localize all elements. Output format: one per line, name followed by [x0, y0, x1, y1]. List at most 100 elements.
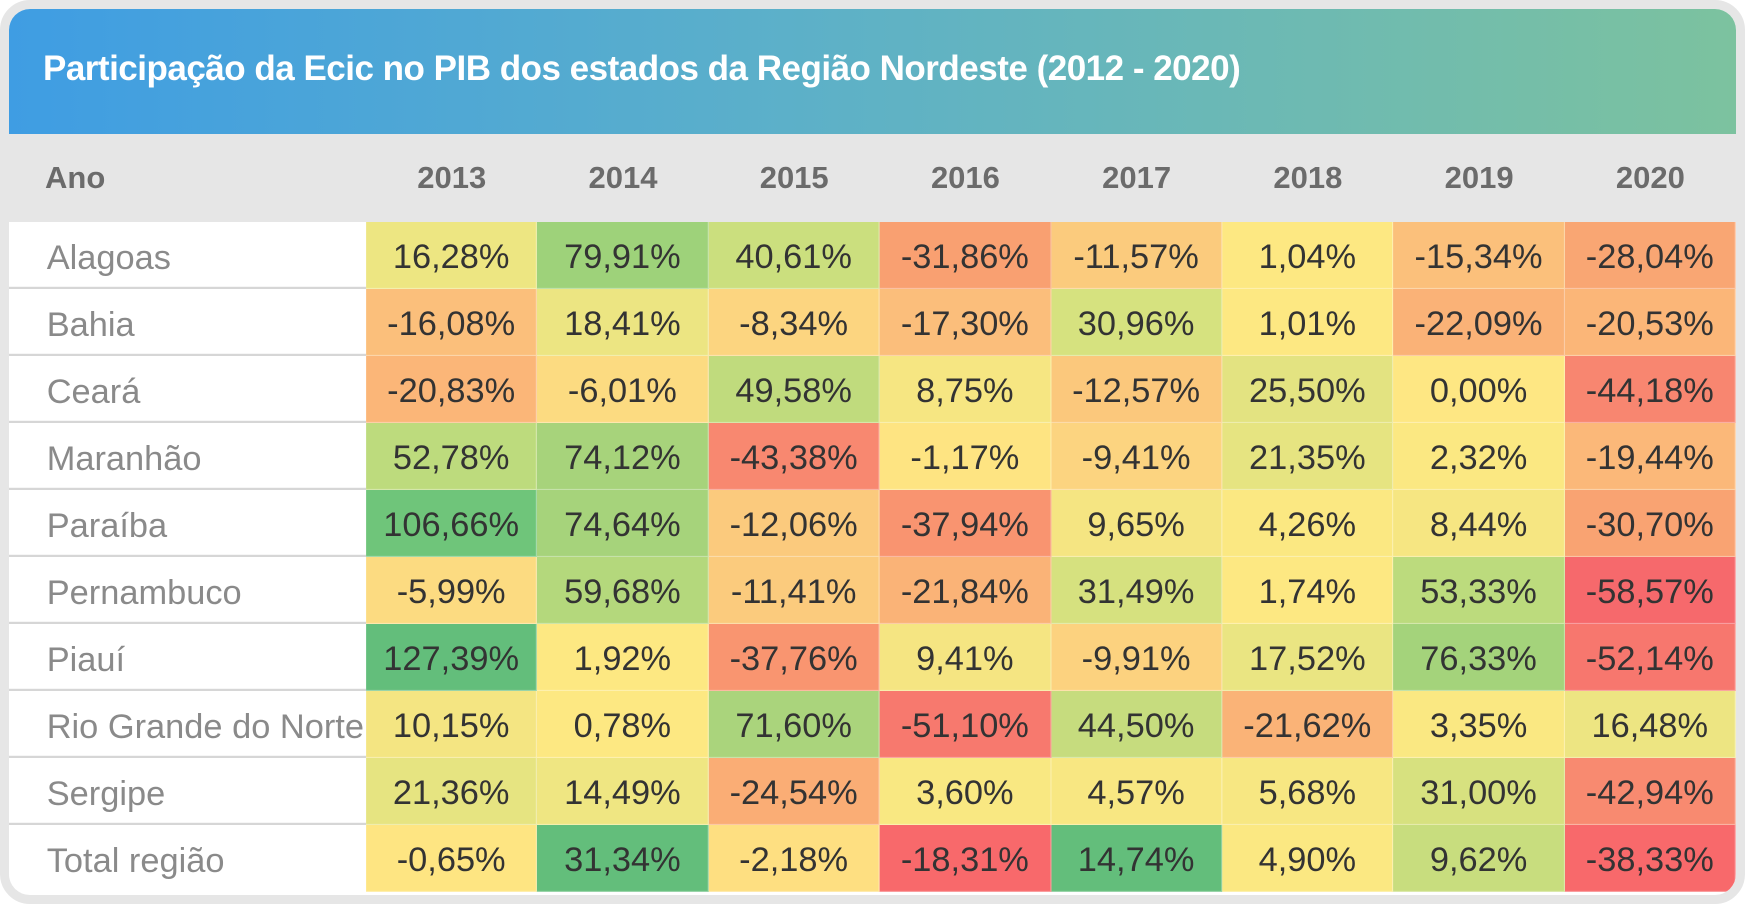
heatmap-cell: 30,96%	[1051, 289, 1223, 356]
heatmap-cell: -42,94%	[1564, 758, 1736, 825]
heatmap-cell: -12,57%	[1051, 356, 1223, 423]
heatmap-cell: 1,04%	[1222, 222, 1394, 289]
heatmap-cell: 4,90%	[1222, 825, 1394, 892]
heatmap-cell: -52,14%	[1564, 624, 1736, 691]
heatmap-cell: 40,61%	[708, 222, 880, 289]
row-label: Pernambuco	[9, 557, 367, 622]
row-divider	[9, 554, 367, 557]
heatmap-cell: -9,41%	[1051, 423, 1223, 490]
row-divider	[9, 755, 367, 758]
table-row: Alagoas 16,28% 79,91% 40,61% -31,86% -11,57% 1…	[9, 222, 1736, 289]
table-row: Sergipe 21,36% 14,49% -24,54% 3,60% 4,57% 5,68…	[9, 758, 1736, 825]
heatmap-cell: 3,35%	[1393, 691, 1565, 758]
heatmap-cell: -38,33%	[1564, 825, 1736, 892]
heatmap-cell: 59,68%	[537, 557, 709, 624]
heatmap-cell: 31,49%	[1051, 557, 1223, 624]
row-divider	[9, 286, 367, 289]
heatmap-cell: 14,49%	[537, 758, 709, 825]
heatmap-cell: -37,94%	[879, 490, 1052, 557]
heatmap-cell: -17,30%	[879, 289, 1052, 356]
header-label: Ano	[45, 160, 106, 195]
heatmap-cell: 3,60%	[879, 758, 1052, 825]
column-header-2014: 2014	[588, 160, 658, 195]
heatmap-cell: 9,65%	[1051, 490, 1223, 557]
row-divider	[9, 487, 367, 490]
heatmap-cell: -9,91%	[1051, 624, 1223, 691]
heatmap-cell: 127,39%	[366, 624, 538, 691]
heatmap-cell: -20,53%	[1564, 289, 1736, 356]
row-divider	[9, 822, 367, 825]
heatmap-cell: 53,33%	[1393, 557, 1565, 624]
heatmap-cell: 5,68%	[1222, 758, 1394, 825]
heatmap-cell: 74,64%	[537, 490, 709, 557]
table-row: Piauí 127,39% 1,92% -37,76% 9,41% -9,91% 17,52…	[9, 624, 1736, 691]
heatmap-cell: 25,50%	[1222, 356, 1394, 423]
heatmap-cell: -19,44%	[1564, 423, 1736, 490]
heatmap-cell: 21,35%	[1222, 423, 1394, 490]
heatmap-cell: -2,18%	[708, 825, 880, 892]
column-header-2013: 2013	[417, 160, 487, 195]
heatmap-cell: 52,78%	[366, 423, 538, 490]
heatmap-cell: -15,34%	[1393, 222, 1565, 289]
table-row: Pernambuco -5,99% 59,68% -11,41% -21,84% 31,4…	[9, 557, 1736, 624]
row-divider	[9, 621, 367, 624]
table-row: Total região -0,65% 31,34% -2,18% -18,31% 14,…	[9, 825, 1736, 892]
row-divider	[9, 353, 367, 356]
title-bar: Participação da Ecic no PIB dos estados …	[9, 9, 1736, 134]
column-header-2015: 2015	[759, 160, 829, 195]
heatmap-cell: -22,09%	[1393, 289, 1565, 356]
heatmap-cell: 16,28%	[366, 222, 538, 289]
column-header-2020: 2020	[1615, 160, 1685, 195]
heatmap-cell: 18,41%	[537, 289, 709, 356]
heatmap-cell: -16,08%	[366, 289, 538, 356]
heatmap-cell: -43,38%	[708, 423, 880, 490]
row-label: Bahia	[9, 289, 367, 354]
table-row: Maranhão 52,78% 74,12% -43,38% -1,17% -9,41% 2…	[9, 423, 1736, 490]
heatmap-cell: -44,18%	[1564, 356, 1736, 423]
heatmap-cell: -51,10%	[879, 691, 1052, 758]
heatmap-cell: 76,33%	[1393, 624, 1565, 691]
heatmap-cell: -21,84%	[879, 557, 1052, 624]
heatmap-cell: 1,92%	[537, 624, 709, 691]
heatmap-cell: 4,57%	[1051, 758, 1223, 825]
heatmap-cell: 8,44%	[1393, 490, 1565, 557]
heatmap-cell: -37,76%	[708, 624, 880, 691]
column-header-2016: 2016	[930, 160, 1000, 195]
heatmap-cell: 0,00%	[1393, 356, 1565, 423]
row-divider	[9, 420, 367, 423]
heatmap-cell: 49,58%	[708, 356, 880, 423]
heatmap-cell: 79,91%	[537, 222, 709, 289]
heatmap-cell: -11,57%	[1051, 222, 1223, 289]
heatmap-cell: 9,62%	[1393, 825, 1565, 892]
heatmap-cell: -31,86%	[879, 222, 1052, 289]
heatmap-cell: -11,41%	[708, 557, 880, 624]
column-header-2017: 2017	[1102, 160, 1172, 195]
row-label: Piauí	[9, 624, 367, 689]
heatmap-cell: 14,74%	[1051, 825, 1223, 892]
row-label: Paraíba	[9, 490, 367, 555]
row-label: Total região	[9, 825, 367, 890]
row-divider	[9, 688, 367, 691]
heatmap-cell: 71,60%	[708, 691, 880, 758]
table-row: Ceará -20,83% -6,01% 49,58% 8,75% -12,57% 25,5…	[9, 356, 1736, 423]
heatmap-cell: -1,17%	[879, 423, 1052, 490]
chart-title: Participação da Ecic no PIB dos estados …	[43, 49, 1241, 88]
table-row: Paraíba 106,66% 74,64% -12,06% -37,94% 9,65% 4…	[9, 490, 1736, 557]
heatmap-cell: -20,83%	[366, 356, 538, 423]
heatmap-cell: -28,04%	[1564, 222, 1736, 289]
heatmap-cell: 21,36%	[366, 758, 538, 825]
heatmap-cell: 8,75%	[879, 356, 1052, 423]
heatmap-cell: -6,01%	[537, 356, 709, 423]
heatmap-cell: 1,74%	[1222, 557, 1394, 624]
row-label: Ceará	[9, 356, 367, 421]
heatmap-cell: -12,06%	[708, 490, 880, 557]
heatmap-cell: 2,32%	[1393, 423, 1565, 490]
row-label: Rio Grande do Norte	[9, 691, 367, 756]
heatmap-cell: 106,66%	[366, 490, 538, 557]
heatmap-cell: 31,00%	[1393, 758, 1565, 825]
row-label: Maranhão	[9, 423, 367, 488]
heatmap-cell: -0,65%	[366, 825, 538, 892]
heatmap-cell: 0,78%	[537, 691, 709, 758]
column-header-2019: 2019	[1444, 160, 1514, 195]
